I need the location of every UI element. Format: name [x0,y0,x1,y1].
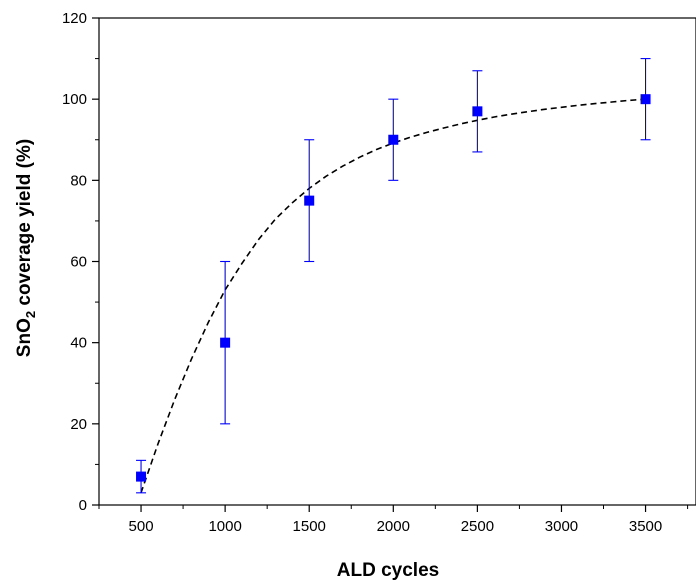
y-tick-label: 40 [70,335,87,352]
y-axis-title: SnO2 coverage yield (%) [14,139,38,357]
plot-frame [98,17,696,506]
error-bars [136,58,651,494]
y-tick-label: 120 [62,10,87,27]
y-axis-title-post: coverage yield (%) [14,139,35,311]
y-tick-label: 60 [70,254,87,271]
x-tick-label: 1000 [208,518,241,535]
y-tick-label: 0 [79,497,87,514]
fit-curve-layer [140,98,646,494]
x-tick-label: 3000 [545,518,578,535]
y-tick-label: 80 [70,172,87,189]
y-tick-label: 20 [70,416,87,433]
y-axis-ticks: 0 20 40 60 80 100 120 [62,10,99,514]
data-point [136,471,147,482]
y-tick-label: 100 [62,91,87,108]
x-tick-label: 500 [129,518,154,535]
x-axis-title: ALD cycles [337,560,439,581]
data-point [304,195,315,206]
x-tick-label: 3500 [629,518,662,535]
x-axis-ticks: 500 1000 1500 2000 2500 3000 3500 [98,505,689,535]
data-point [640,94,651,105]
x-tick-label: 2500 [461,518,494,535]
data-point [220,337,231,348]
plot-area [98,17,696,506]
data-points [136,94,651,482]
data-point [388,134,399,145]
y-axis-title-sub: 2 [23,311,38,318]
y-axis-title-pre: SnO [14,318,35,357]
data-point [472,106,483,117]
x-tick-label: 2000 [377,518,410,535]
x-tick-label: 1500 [293,518,326,535]
fit-curve [140,98,646,494]
